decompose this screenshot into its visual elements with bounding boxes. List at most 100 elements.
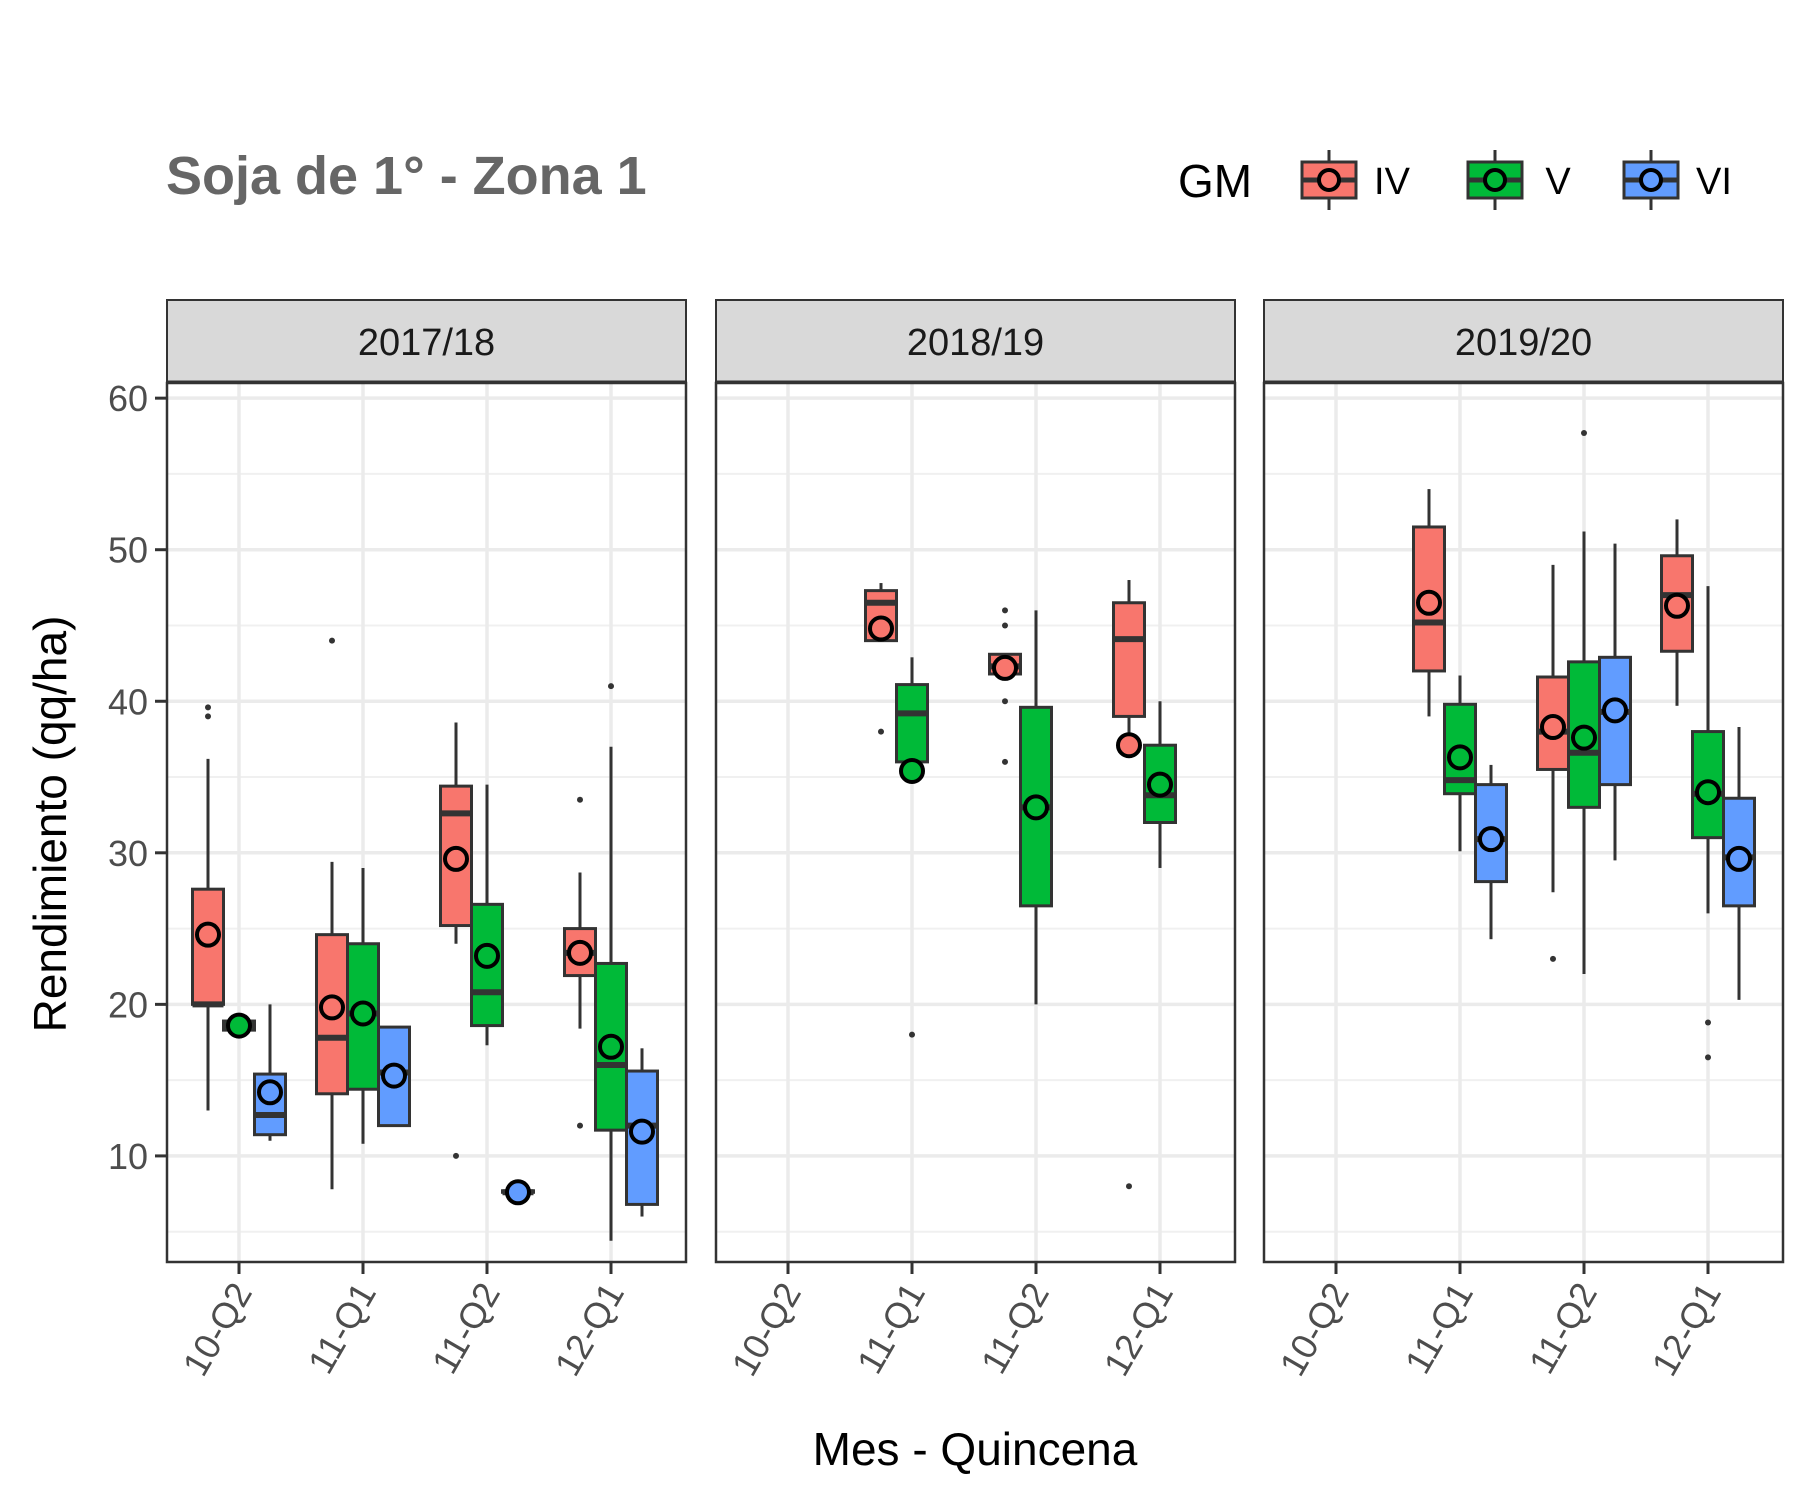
facet-strip-label: 2018/19: [907, 322, 1044, 364]
boxplot-11-Q1-IV: [1412, 489, 1446, 717]
outlier-point: [1002, 758, 1008, 765]
mean-point: [1540, 714, 1566, 741]
mean-point: [629, 1118, 655, 1145]
boxplot-12-Q1-VI: [625, 1048, 659, 1217]
legend-title: GM: [1178, 155, 1252, 207]
outlier-point: [1002, 698, 1008, 705]
boxplot-10-Q2-IV: [191, 704, 225, 1111]
y-tick-label: 60: [108, 378, 148, 419]
mean-point: [1447, 744, 1473, 771]
mean-point: [1478, 826, 1504, 853]
panel-border: [165, 381, 688, 1264]
mean-point: [505, 1179, 531, 1206]
y-tick-label: 50: [108, 530, 148, 571]
boxplot-12-Q1-V: [1691, 586, 1725, 1061]
boxplot-12-Q1-IV: [1112, 580, 1146, 1190]
boxplot-12-Q1-V: [594, 683, 628, 1241]
legend-key-point: [1639, 168, 1663, 192]
boxplot-11-Q1-IV: [315, 637, 349, 1190]
boxplot-11-Q2-V: [1567, 430, 1601, 975]
mean-point: [381, 1062, 407, 1089]
boxplot-11-Q2-IV: [439, 722, 473, 1159]
panel-border: [1262, 381, 1785, 1264]
y-tick-label: 20: [108, 984, 148, 1025]
chart-title: Soja de 1° - Zona 1: [166, 146, 647, 206]
mean-point: [598, 1033, 624, 1060]
facet-strip-label: 2019/20: [1455, 322, 1592, 364]
facet-strip: [1263, 299, 1784, 383]
boxplot-11-Q1-VI: [377, 1025, 411, 1128]
mean-point: [1695, 779, 1721, 806]
outlier-point: [577, 796, 583, 803]
boxplot-11-Q1-V: [895, 657, 929, 1038]
boxplot-11-Q2-VI: [501, 1179, 535, 1206]
legend-label: IV: [1374, 161, 1411, 203]
boxplot-11-Q2-V: [1019, 610, 1053, 1005]
outlier-point: [453, 1152, 459, 1159]
legend-key-IV: [1300, 150, 1358, 210]
legend: GM IV V VI: [1178, 150, 1732, 210]
y-axis: 10 20 30 40 50 60: [108, 378, 167, 1177]
mean-point: [868, 615, 894, 642]
mean-point: [226, 1012, 252, 1039]
box-iqr: [895, 683, 929, 764]
mean-point: [319, 994, 345, 1021]
mean-point: [1602, 697, 1628, 724]
outlier-point: [1550, 955, 1556, 962]
boxplot-12-Q1-IV: [563, 796, 597, 1129]
outlier-point: [1002, 607, 1008, 614]
outlier-point: [329, 637, 335, 644]
boxplot-12-Q1-V: [1143, 701, 1177, 868]
outlier-point: [577, 1122, 583, 1129]
boxplot-11-Q1-V: [1443, 675, 1477, 852]
boxplot-11-Q1-V: [346, 867, 380, 1144]
outlier-point: [909, 1031, 915, 1038]
legend-key-point: [1483, 168, 1507, 192]
y-tick-label: 40: [108, 681, 148, 722]
facet-strip-label: 2017/18: [358, 322, 495, 364]
boxplot-11-Q2-V: [470, 784, 504, 1046]
mean-point: [1147, 771, 1173, 798]
boxplot-11-Q2-IV: [988, 607, 1022, 765]
mean-point: [1726, 845, 1752, 872]
boxplot-12-Q1-IV: [1660, 519, 1694, 706]
y-tick-label: 30: [108, 833, 148, 874]
mean-point: [1664, 592, 1690, 619]
mean-point: [1116, 732, 1142, 759]
mean-point: [899, 757, 925, 784]
legend-key-point: [1317, 168, 1341, 192]
boxplot-10-Q2-VI: [253, 1004, 287, 1141]
panel-border: [714, 381, 1237, 1264]
legend-key-VI: [1622, 150, 1680, 210]
facet-strip: [715, 299, 1236, 383]
facet-strip: [166, 299, 687, 383]
boxplot-12-Q1-VI: [1722, 727, 1756, 1000]
boxplot-10-Q2-V: [222, 1012, 256, 1039]
outlier-point: [1581, 430, 1587, 437]
mean-point: [567, 939, 593, 966]
outlier-point: [878, 728, 884, 735]
mean-point: [350, 1000, 376, 1027]
mean-point: [443, 845, 469, 872]
mean-point: [474, 942, 500, 969]
box-iqr: [1112, 601, 1146, 718]
y-tick-label: 10: [108, 1136, 148, 1177]
boxplot-11-Q1-IV: [864, 583, 898, 735]
legend-label: VI: [1696, 161, 1732, 203]
outlier-point: [1002, 622, 1008, 629]
x-axis-title: Mes - Quincena: [813, 1423, 1138, 1475]
legend-label: V: [1545, 161, 1571, 203]
mean-point: [1023, 794, 1049, 821]
outlier-point: [205, 713, 211, 720]
mean-point: [992, 654, 1018, 681]
outlier-point: [1126, 1183, 1132, 1190]
outlier-point: [205, 704, 211, 711]
boxplot-11-Q1-VI: [1474, 764, 1508, 940]
mean-point: [1571, 724, 1597, 751]
mean-point: [257, 1079, 283, 1106]
